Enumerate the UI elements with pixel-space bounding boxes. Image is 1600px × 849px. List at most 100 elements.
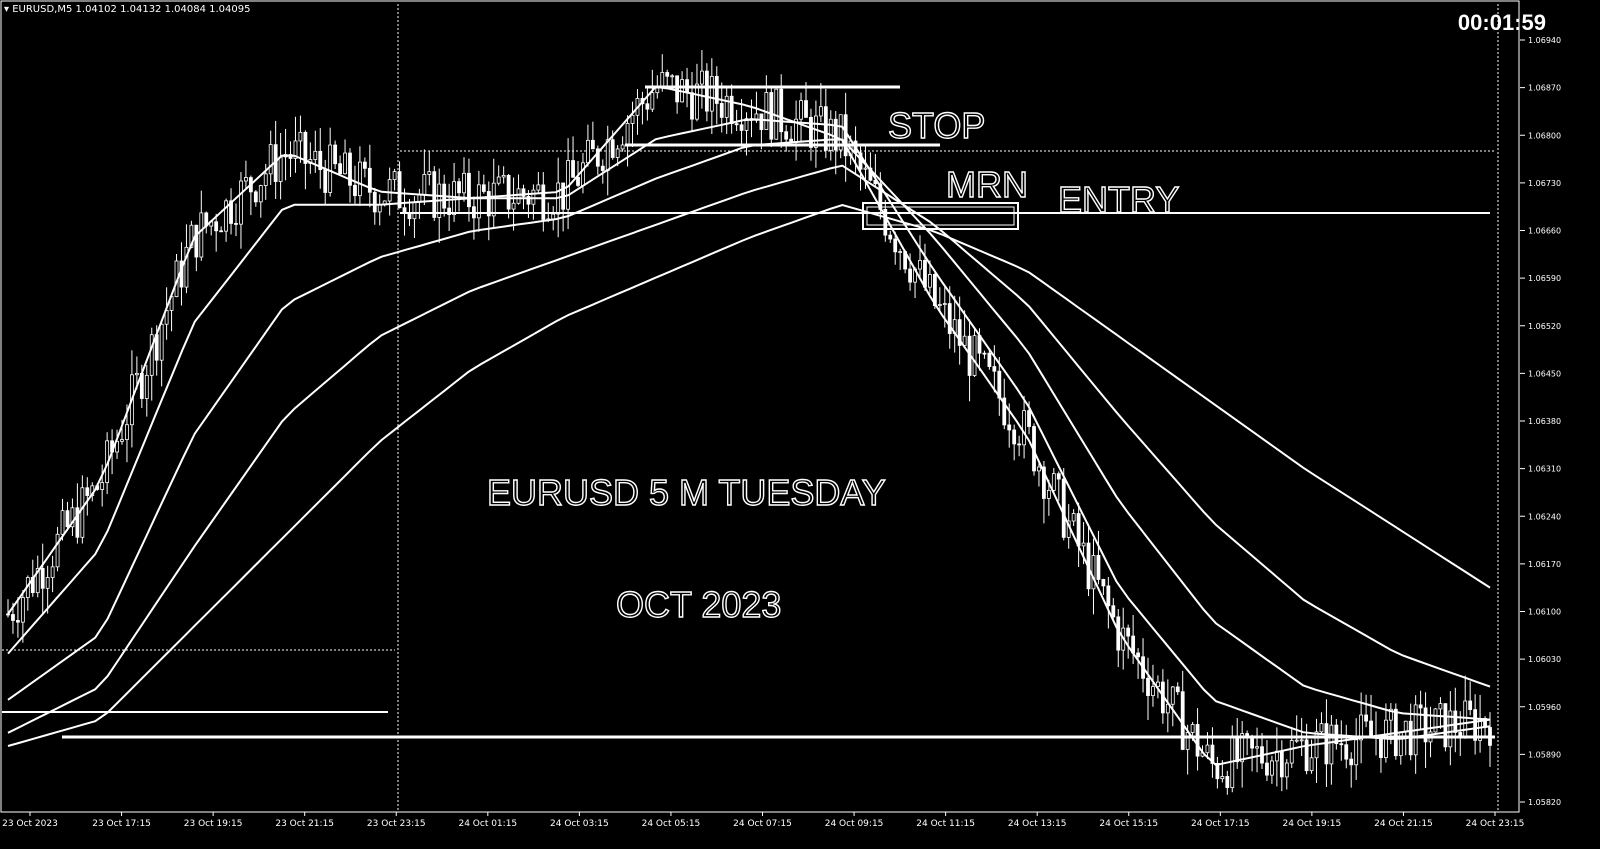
candle-body [590,139,595,150]
candle-body [700,70,704,85]
candle-body [65,510,70,528]
candle-body [387,179,392,202]
candle-body [1042,466,1046,499]
candle-body [1265,762,1269,776]
candle-body [55,533,60,568]
candle-body [1190,724,1195,733]
candle-body [1294,739,1299,742]
candle-body [496,176,501,184]
x-tick-label: 24 Oct 13:15 [1008,819,1067,829]
candle-body [1056,473,1061,480]
grid [0,0,1520,813]
candle-body [1051,473,1056,491]
candle-body [1215,763,1220,780]
x-tick-label: 24 Oct 15:15 [1099,819,1158,829]
candle-body [1379,737,1383,759]
candle-body [1096,555,1101,580]
candle-body [1175,686,1180,693]
candle-body [536,184,541,191]
ma-line-1 [7,85,1491,767]
candle-body [957,319,962,346]
candle-body [1388,708,1393,721]
candle-body [690,92,694,120]
y-tick-label: 1.05890 [1528,750,1561,759]
candle-body [744,118,749,131]
candle-body [338,163,342,175]
x-tick-label: 23 Oct 21:15 [275,819,334,829]
candle-body [367,167,372,193]
y-tick-label: 1.06310 [1528,465,1561,474]
candle-body [486,191,491,217]
candle-body [987,352,992,367]
y-tick-label: 1.06450 [1528,369,1561,378]
ma-line-2 [7,118,1491,740]
entry-zone-box [862,202,1019,230]
candle-body [1017,443,1022,446]
candle-body [734,123,739,126]
candle-body [149,334,154,376]
candle-body [467,172,471,208]
candle-body [1136,652,1140,658]
candle-body [516,188,521,204]
candle-body [1398,731,1403,757]
candle-body [11,614,15,621]
candle-body [476,184,481,219]
chart-subtitle: OCT 2023 [616,584,781,625]
candle-body [863,167,868,170]
candle-body [298,131,303,142]
candle-body [521,188,526,197]
candle-body [303,131,308,164]
candle-body [234,223,238,225]
chart-title: EURUSD 5 M TUESDAY [487,472,886,513]
dropdown-icon[interactable]: ▾ [4,4,10,15]
candle-body [462,172,466,194]
candle-body [70,507,75,528]
x-tick-label: 23 Oct 23:15 [367,819,426,829]
candle-body [719,103,724,118]
y-tick-label: 1.06240 [1528,512,1561,521]
candle-body [85,487,90,496]
candle-body [531,189,536,205]
candle-body [1002,397,1007,426]
candle-body [1195,724,1200,757]
candle-body [804,100,808,118]
candle-body [253,191,258,203]
candle-body [506,174,511,210]
candle-body [600,165,605,171]
candle-body [1344,744,1349,760]
price-levels [2,85,1495,739]
candle-body [1329,724,1334,765]
candle-body [942,303,947,305]
candle-body [333,144,338,165]
candle-body [526,196,531,205]
candle-body [353,184,357,197]
candle-body [1101,579,1106,587]
y-tick-label: 1.06590 [1528,274,1561,283]
candle-body [452,181,456,216]
chart-header: ▾ EURUSD,M5 1.04102 1.04132 1.04084 1.04… [4,4,250,15]
x-tick-label: 23 Oct 2023 [2,819,58,829]
candle-body [576,176,580,186]
candle-body [1354,739,1359,766]
candle-body [372,191,377,213]
y-tick-label: 1.06170 [1528,560,1561,569]
candle-body [358,161,362,197]
y-tick-label: 1.06870 [1528,84,1561,93]
candle-body [1304,739,1309,772]
candle-body [883,209,888,236]
candle-body [670,75,675,78]
candle-body [1473,709,1478,741]
candle-body [586,139,590,164]
candle-body [50,566,55,578]
candle-body [293,140,298,159]
candle-body [313,150,318,160]
candle-body [1255,746,1259,749]
axes: 1.06940 1.06870 1.06800 1.06730 1.06660 1.065… [2,36,1561,829]
annotations: STOP MRN ENTRY EURUSD 5 M TUESDAY OCT 2023 [486,104,1180,625]
candle-body [323,169,328,193]
candle-body [481,184,486,192]
candle-body [729,95,734,125]
candle-body [318,150,323,171]
symbol-label: EURUSD,M5 [12,4,73,15]
candle-body [1205,744,1210,754]
